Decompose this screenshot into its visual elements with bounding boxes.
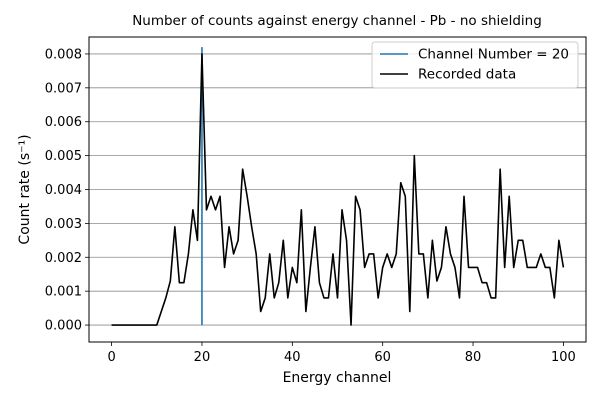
legend-box xyxy=(371,41,579,89)
legend: Channel Number = 20 Recorded data xyxy=(371,41,579,89)
y-tick-label: 0.008 xyxy=(45,47,82,62)
y-tick-label: 0.007 xyxy=(45,81,82,96)
series-group xyxy=(111,53,565,326)
y-tick-label: 0.000 xyxy=(45,319,82,334)
x-tick-label: 80 xyxy=(465,350,482,365)
y-axis-ticks: 0.000 0.001 0.002 0.003 0.004 0.005 0.006 0.007… xyxy=(45,47,89,334)
y-tick-label: 0.005 xyxy=(45,149,82,164)
y-tick-label: 0.006 xyxy=(45,115,82,130)
y-tick-label: 0.004 xyxy=(45,183,82,198)
x-tick-label: 0 xyxy=(107,350,115,365)
x-axis-ticks: 0 20 40 60 80 100 xyxy=(107,342,576,365)
y-tick-label: 0.003 xyxy=(45,217,82,232)
legend-label-reference-line: Channel Number = 20 xyxy=(418,47,569,63)
y-tick-label: 0.001 xyxy=(45,285,82,300)
x-axis-title: Energy channel xyxy=(283,370,392,386)
y-tick-label: 0.002 xyxy=(45,251,82,266)
x-tick-label: 100 xyxy=(551,350,576,365)
series-line-recorded-data xyxy=(111,53,565,326)
legend-label-recorded-data: Recorded data xyxy=(418,67,516,83)
chart-title: Number of counts against energy channel … xyxy=(132,13,542,29)
y-axis-title: Count rate (s⁻¹) xyxy=(17,134,33,244)
x-tick-label: 40 xyxy=(284,350,301,365)
x-tick-label: 60 xyxy=(374,350,391,365)
x-tick-label: 20 xyxy=(194,350,211,365)
